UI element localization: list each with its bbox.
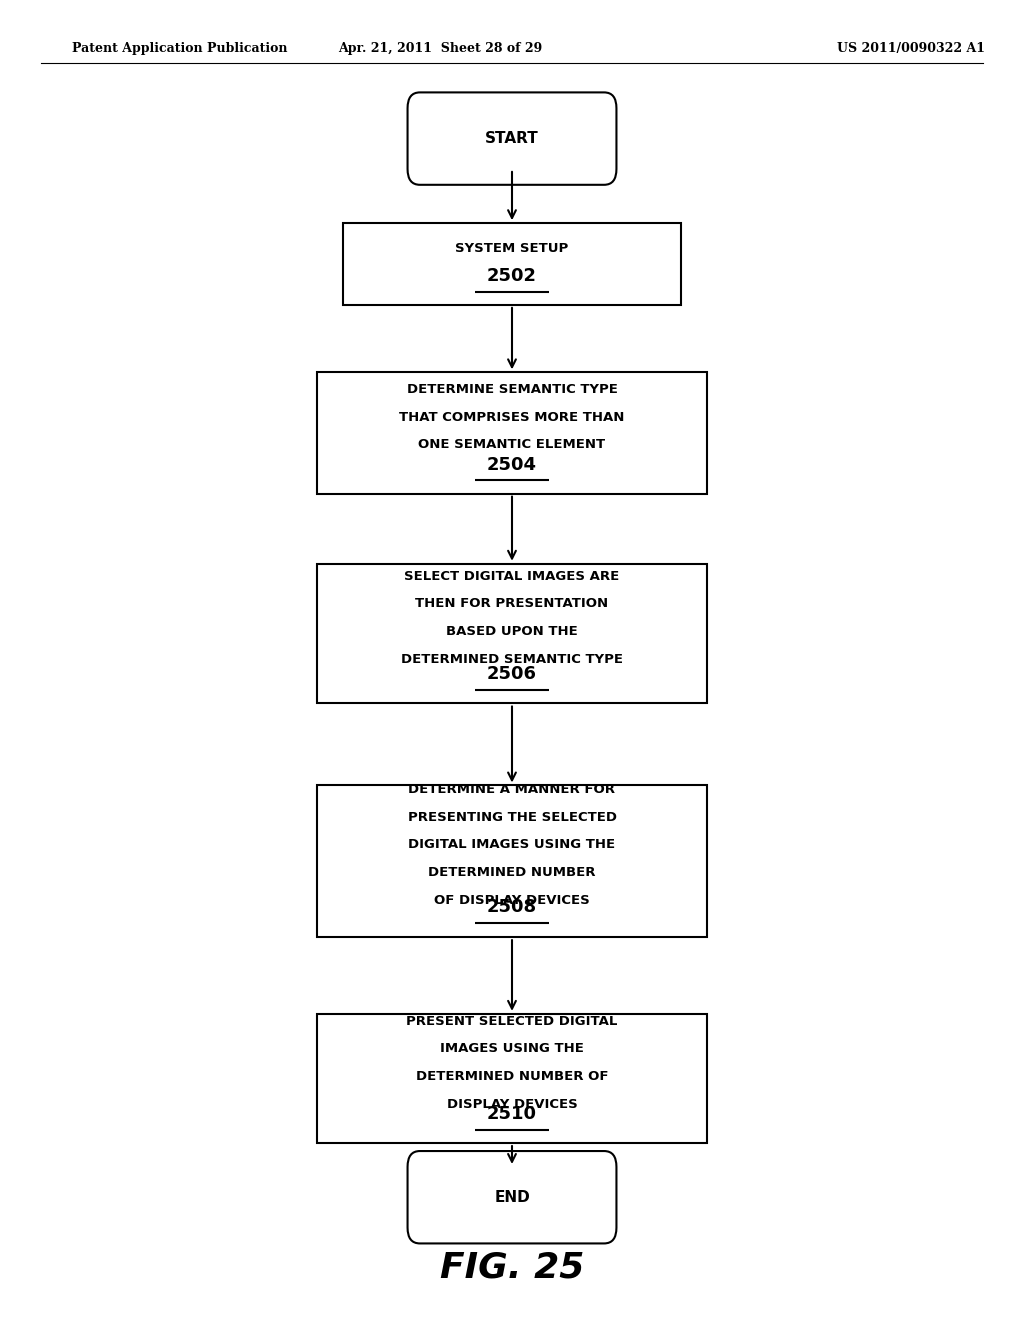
Text: Patent Application Publication: Patent Application Publication: [72, 42, 287, 55]
Text: START: START: [485, 131, 539, 147]
Text: SYSTEM SETUP: SYSTEM SETUP: [456, 242, 568, 255]
Bar: [317, 1014, 707, 1143]
FancyBboxPatch shape: [408, 1151, 616, 1243]
Text: BASED UPON THE: BASED UPON THE: [446, 626, 578, 638]
Bar: [317, 565, 707, 702]
Text: DETERMINE A MANNER FOR: DETERMINE A MANNER FOR: [409, 783, 615, 796]
Text: DETERMINED NUMBER: DETERMINED NUMBER: [428, 866, 596, 879]
Text: PRESENTING THE SELECTED: PRESENTING THE SELECTED: [408, 810, 616, 824]
Text: OF DISPLAY DEVICES: OF DISPLAY DEVICES: [434, 894, 590, 907]
Text: 2504: 2504: [487, 455, 537, 474]
Text: DETERMINED SEMANTIC TYPE: DETERMINED SEMANTIC TYPE: [401, 653, 623, 665]
Bar: [317, 372, 707, 494]
Text: FIG. 25: FIG. 25: [440, 1250, 584, 1284]
Text: IMAGES USING THE: IMAGES USING THE: [440, 1043, 584, 1055]
Text: PRESENT SELECTED DIGITAL: PRESENT SELECTED DIGITAL: [407, 1015, 617, 1027]
Bar: [343, 223, 681, 305]
Text: ONE SEMANTIC ELEMENT: ONE SEMANTIC ELEMENT: [419, 438, 605, 451]
Text: US 2011/0090322 A1: US 2011/0090322 A1: [838, 42, 985, 55]
Text: END: END: [495, 1189, 529, 1205]
Text: DISPLAY DEVICES: DISPLAY DEVICES: [446, 1098, 578, 1110]
Text: 2506: 2506: [487, 665, 537, 682]
Text: 2510: 2510: [487, 1105, 537, 1123]
Text: THEN FOR PRESENTATION: THEN FOR PRESENTATION: [416, 598, 608, 610]
FancyBboxPatch shape: [408, 92, 616, 185]
Text: SELECT DIGITAL IMAGES ARE: SELECT DIGITAL IMAGES ARE: [404, 570, 620, 582]
Text: 2502: 2502: [487, 267, 537, 285]
Text: Apr. 21, 2011  Sheet 28 of 29: Apr. 21, 2011 Sheet 28 of 29: [338, 42, 543, 55]
Text: DETERMINED NUMBER OF: DETERMINED NUMBER OF: [416, 1071, 608, 1082]
Text: THAT COMPRISES MORE THAN: THAT COMPRISES MORE THAN: [399, 411, 625, 424]
Bar: [317, 784, 707, 937]
Text: DETERMINE SEMANTIC TYPE: DETERMINE SEMANTIC TYPE: [407, 383, 617, 396]
Text: DIGITAL IMAGES USING THE: DIGITAL IMAGES USING THE: [409, 838, 615, 851]
Text: 2508: 2508: [487, 899, 537, 916]
